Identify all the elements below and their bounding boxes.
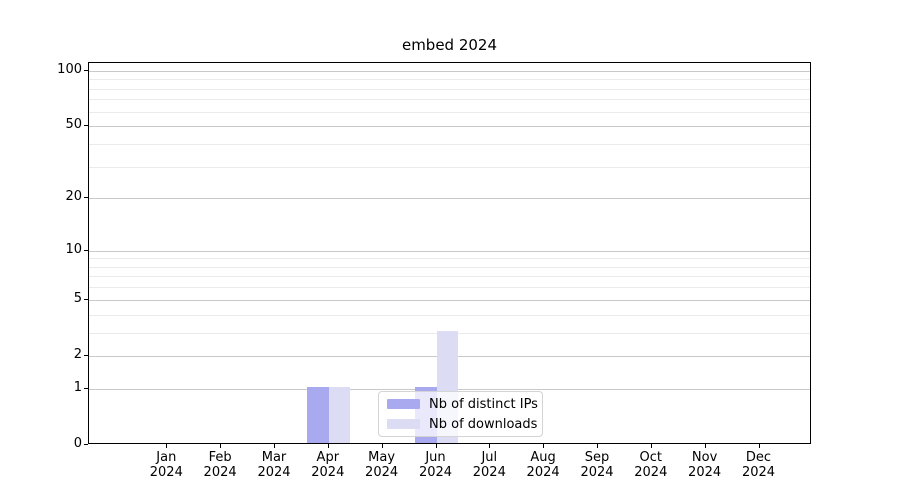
gridline-minor <box>89 314 810 316</box>
x-tick <box>327 444 329 448</box>
gridline-minor <box>89 143 810 145</box>
x-tick-label: Aug 2024 <box>511 450 575 480</box>
gridline-minor <box>89 99 810 101</box>
y-tick-label: 20 <box>65 189 82 205</box>
y-tick-label: 100 <box>57 61 82 77</box>
gridline-minor <box>89 287 810 289</box>
y-tick-label: 2 <box>73 346 82 362</box>
y-tick-label: 5 <box>73 290 82 306</box>
gridline-major <box>89 198 810 200</box>
x-tick-label: Jan 2024 <box>134 450 198 480</box>
x-tick-label-month: Apr <box>316 450 340 465</box>
x-tick <box>597 444 598 448</box>
y-tick <box>84 125 88 127</box>
gridline-minor <box>89 276 810 278</box>
y-tick <box>84 249 88 251</box>
x-tick-label: Jun 2024 <box>404 450 468 480</box>
x-tick-label: Apr 2024 <box>296 450 360 480</box>
y-tick-label: 50 <box>65 117 82 133</box>
gridline-major <box>89 299 810 301</box>
chart-title: embed 2024 <box>401 36 498 54</box>
x-tick-label-year: 2024 <box>365 465 399 480</box>
y-tick <box>84 444 88 445</box>
x-tick-label-month: Jun <box>425 450 446 465</box>
gridline-minor <box>89 88 810 90</box>
x-tick <box>758 444 760 448</box>
x-tick-label-month: Jul <box>481 450 498 465</box>
gridline-minor <box>89 111 810 113</box>
legend-entry-distinct-ips: Nb of distinct IPs <box>387 396 538 412</box>
bar-distinct-ips <box>307 386 329 443</box>
y-tick <box>84 387 88 389</box>
legend-label-downloads: Nb of downloads <box>429 416 538 432</box>
x-tick-label-year: 2024 <box>203 465 237 480</box>
gridline-major <box>89 126 810 128</box>
legend-swatch-downloads <box>387 419 420 429</box>
x-tick-label-month: Jan <box>156 450 177 465</box>
x-tick <box>274 444 275 448</box>
x-tick-label-year: 2024 <box>526 465 560 480</box>
y-tick <box>84 197 88 199</box>
legend-swatch-distinct-ips <box>387 399 420 409</box>
x-tick-label: May 2024 <box>350 450 414 480</box>
x-tick-label-year: 2024 <box>149 465 183 480</box>
x-tick <box>435 444 437 448</box>
y-tick <box>84 298 88 300</box>
x-tick-label-year: 2024 <box>741 465 776 480</box>
gridline-major <box>89 250 810 252</box>
x-tick <box>704 444 706 448</box>
x-tick-label-year: 2024 <box>257 465 291 480</box>
x-tick-label: Dec 2024 <box>727 450 791 480</box>
x-tick-label: Sep 2024 <box>565 450 629 480</box>
legend-label-distinct-ips: Nb of distinct IPs <box>429 396 538 412</box>
y-tick-label: 10 <box>65 241 82 257</box>
x-tick-label-month: Sep <box>584 450 610 465</box>
x-tick-label: Oct 2024 <box>619 450 683 480</box>
x-tick-label-year: 2024 <box>688 465 722 480</box>
x-tick-label-month: Dec <box>745 450 772 465</box>
x-tick <box>166 444 168 448</box>
x-tick <box>543 444 545 448</box>
gridline-minor <box>89 266 810 268</box>
gridline-minor <box>89 258 810 260</box>
x-tick <box>381 444 383 448</box>
x-tick-label: Nov 2024 <box>673 450 737 480</box>
legend: Nb of distinct IPs Nb of downloads <box>378 391 543 437</box>
y-tick-label: 0 <box>73 436 82 451</box>
x-tick-label-year: 2024 <box>472 465 506 480</box>
x-tick-label-month: Oct <box>639 450 663 465</box>
gridline-minor <box>89 166 810 168</box>
bar-downloads <box>328 386 351 443</box>
x-tick-label-year: 2024 <box>634 465 668 480</box>
legend-entry-downloads: Nb of downloads <box>387 416 538 432</box>
x-tick-label-year: 2024 <box>580 465 614 480</box>
y-tick <box>84 69 88 71</box>
x-tick <box>489 444 491 448</box>
x-tick-label-year: 2024 <box>311 465 345 480</box>
y-tick-label: 1 <box>73 379 82 395</box>
x-tick-label-year: 2024 <box>418 465 453 480</box>
x-tick <box>650 444 652 448</box>
x-tick-label: Jul 2024 <box>457 450 521 480</box>
gridline-major <box>89 70 810 72</box>
x-tick-label: Mar 2024 <box>242 450 306 480</box>
x-tick-label-month: Aug <box>530 450 556 465</box>
plot-area <box>88 62 811 444</box>
y-tick <box>84 354 88 356</box>
x-tick-label-month: Mar <box>261 450 287 465</box>
x-tick-label-month: May <box>368 450 396 465</box>
x-tick <box>220 444 222 448</box>
x-tick-label-month: Feb <box>208 450 232 465</box>
gridline-minor <box>89 79 810 81</box>
x-tick-label: Feb 2024 <box>188 450 252 480</box>
x-tick-label-month: Nov <box>691 450 718 465</box>
